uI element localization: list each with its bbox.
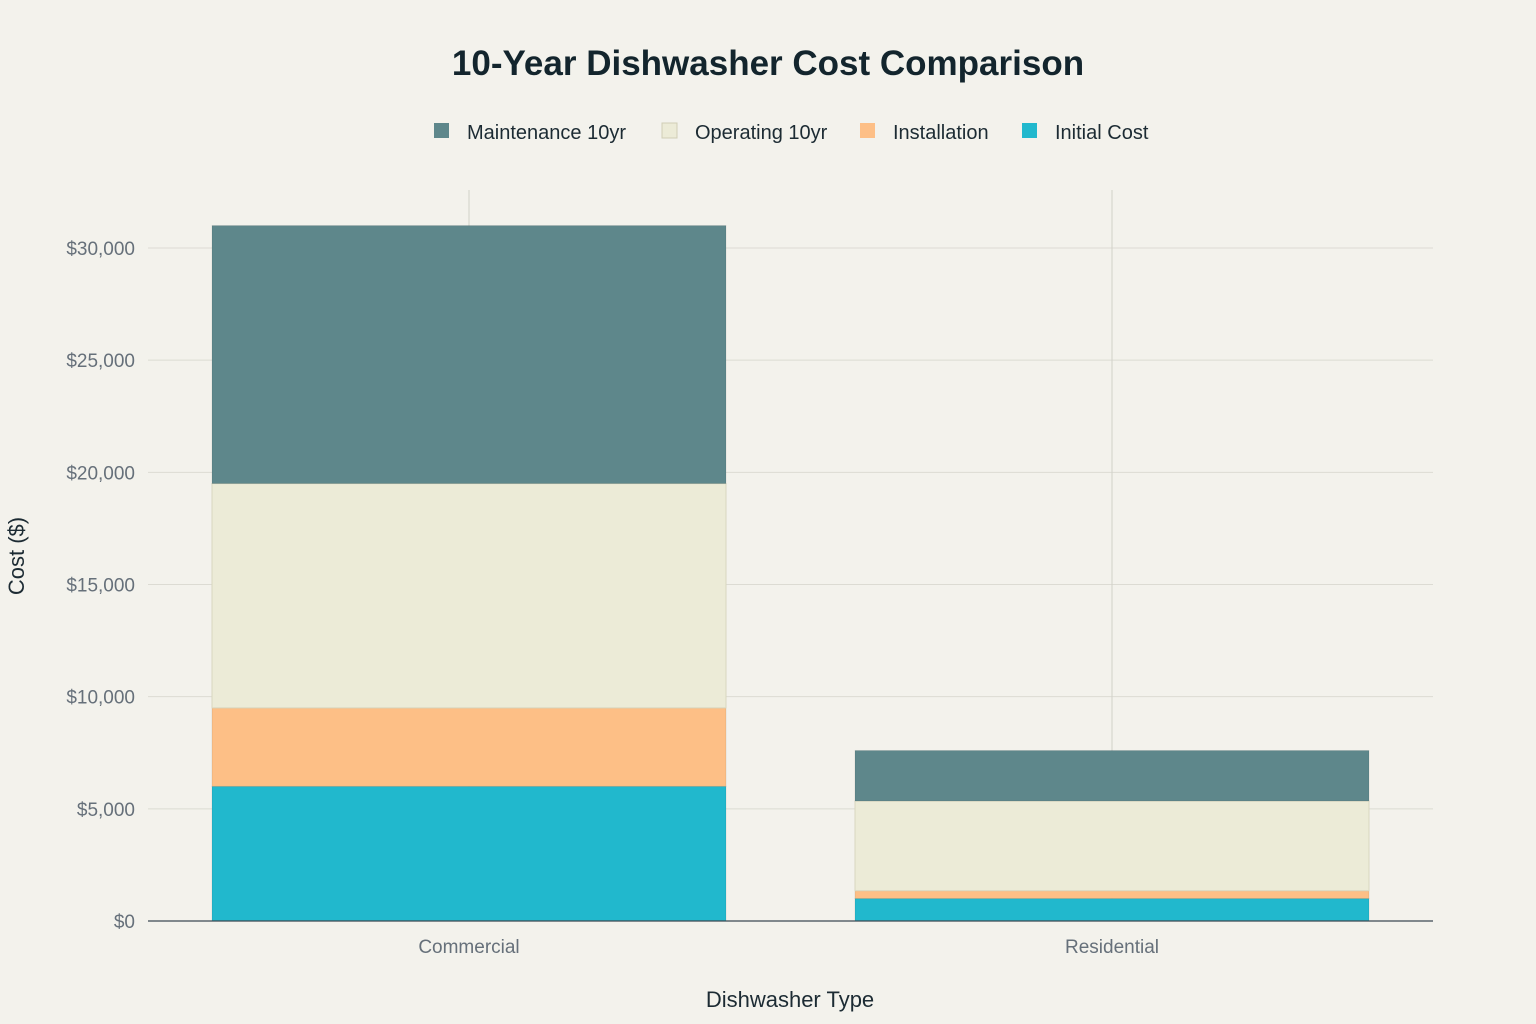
legend-label: Maintenance 10yr <box>467 122 626 144</box>
legend-label: Operating 10yr <box>695 122 828 144</box>
y-tick-label: $25,000 <box>66 351 135 372</box>
y-axis-title: Cost ($) <box>4 517 29 595</box>
legend-swatch <box>860 123 875 138</box>
bar-segment-maintenance-10yr-residential <box>854 750 1370 802</box>
y-tick-label: $10,000 <box>66 688 135 709</box>
bars <box>211 225 1370 922</box>
y-tick-label: $5,000 <box>77 800 135 821</box>
x-tick-label: Residential <box>1065 937 1159 958</box>
y-tick-label: $15,000 <box>66 576 135 597</box>
legend: Maintenance 10yr Operating 10yr Installati… <box>434 122 1149 144</box>
bar-segment-operating-10yr-residential <box>854 800 1370 892</box>
x-tick-label: Commercial <box>418 937 519 958</box>
x-axis-title: Dishwasher Type <box>706 987 874 1012</box>
chart-title: 10-Year Dishwasher Cost Comparison <box>452 44 1084 83</box>
legend-swatch <box>661 122 678 139</box>
bar-segment-installation-commercial <box>211 707 727 787</box>
bar-segment-installation-residential <box>854 890 1370 900</box>
legend-label: Installation <box>893 122 989 144</box>
bar-segment-initial-cost-commercial <box>211 785 727 922</box>
bar-segment-maintenance-10yr-commercial <box>211 225 727 485</box>
bar-segment-operating-10yr-commercial <box>211 483 727 709</box>
axes: $0 $5,000 $10,000 $15,000 $20,000 $25,000 $30,… <box>66 239 1433 958</box>
bar-segment-initial-cost-residential <box>854 898 1370 922</box>
legend-label: Initial Cost <box>1055 122 1149 144</box>
y-tick-label: $0 <box>114 912 135 933</box>
legend-swatch <box>434 123 449 138</box>
legend-swatch <box>1022 123 1037 138</box>
y-tick-label: $30,000 <box>66 239 135 260</box>
y-tick-label: $20,000 <box>66 463 135 484</box>
